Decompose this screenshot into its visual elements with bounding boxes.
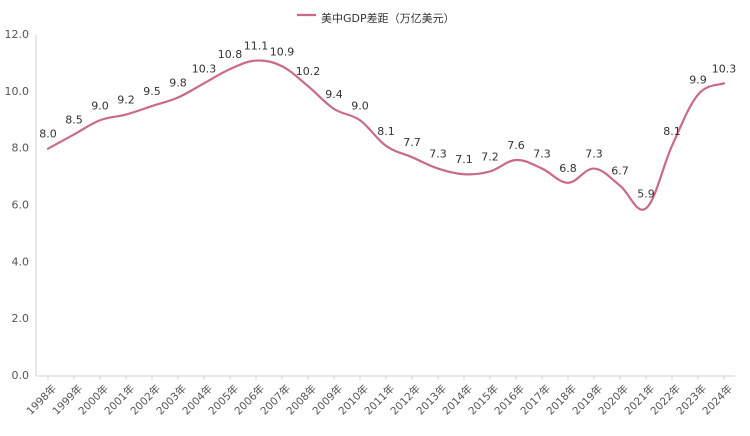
data-label: 11.1 <box>244 40 269 53</box>
data-label: 10.9 <box>270 45 295 58</box>
data-label: 8.5 <box>65 113 83 126</box>
x-axis: 1998年1999年2000年2001年2002年2003年2004年2005年… <box>24 375 735 418</box>
data-label: 10.3 <box>192 62 217 75</box>
data-label: 10.3 <box>712 62 737 75</box>
data-label: 8.0 <box>39 128 57 141</box>
y-tick-label: 12.0 <box>5 28 30 41</box>
data-label: 9.4 <box>325 88 343 101</box>
series-group <box>46 59 726 211</box>
data-label: 7.3 <box>533 148 551 161</box>
y-tick-label: 8.0 <box>12 142 30 155</box>
data-label: 9.8 <box>169 77 187 90</box>
data-label: 8.1 <box>377 125 395 138</box>
y-tick-label: 6.0 <box>12 199 30 212</box>
data-label: 7.7 <box>403 136 421 149</box>
data-labels: 8.08.59.0 9.29.59.810.310.811.1 10.910.29.… <box>39 40 736 201</box>
data-label: 8.1 <box>663 125 681 138</box>
data-label: 7.6 <box>507 139 525 152</box>
data-label: 5.9 <box>637 187 655 200</box>
legend-label: 美中GDP差距（万亿美元） <box>321 11 455 25</box>
data-label: 10.8 <box>218 48 243 61</box>
data-label: 7.3 <box>585 148 603 161</box>
series-line[interactable] <box>46 59 726 211</box>
data-label: 6.7 <box>611 165 629 178</box>
data-label: 6.8 <box>559 162 577 175</box>
data-label: 9.5 <box>143 85 161 98</box>
legend[interactable]: 美中GDP差距（万亿美元） <box>297 11 455 25</box>
data-label: 7.1 <box>455 153 473 166</box>
data-label: 7.2 <box>481 150 499 163</box>
y-tick-label: 10.0 <box>5 85 30 98</box>
y-tick-label: 2.0 <box>12 312 30 325</box>
data-label: 9.0 <box>91 99 109 112</box>
data-label: 7.3 <box>429 148 447 161</box>
data-label: 9.9 <box>689 74 707 87</box>
data-label: 9.0 <box>351 99 369 112</box>
data-label: 9.2 <box>117 94 135 107</box>
y-tick-label: 0.0 <box>12 369 30 382</box>
data-label: 10.2 <box>296 65 321 78</box>
y-axis: 0.0 2.0 4.0 6.0 8.0 10.0 12.0 <box>5 28 37 382</box>
y-tick-label: 4.0 <box>12 255 30 268</box>
